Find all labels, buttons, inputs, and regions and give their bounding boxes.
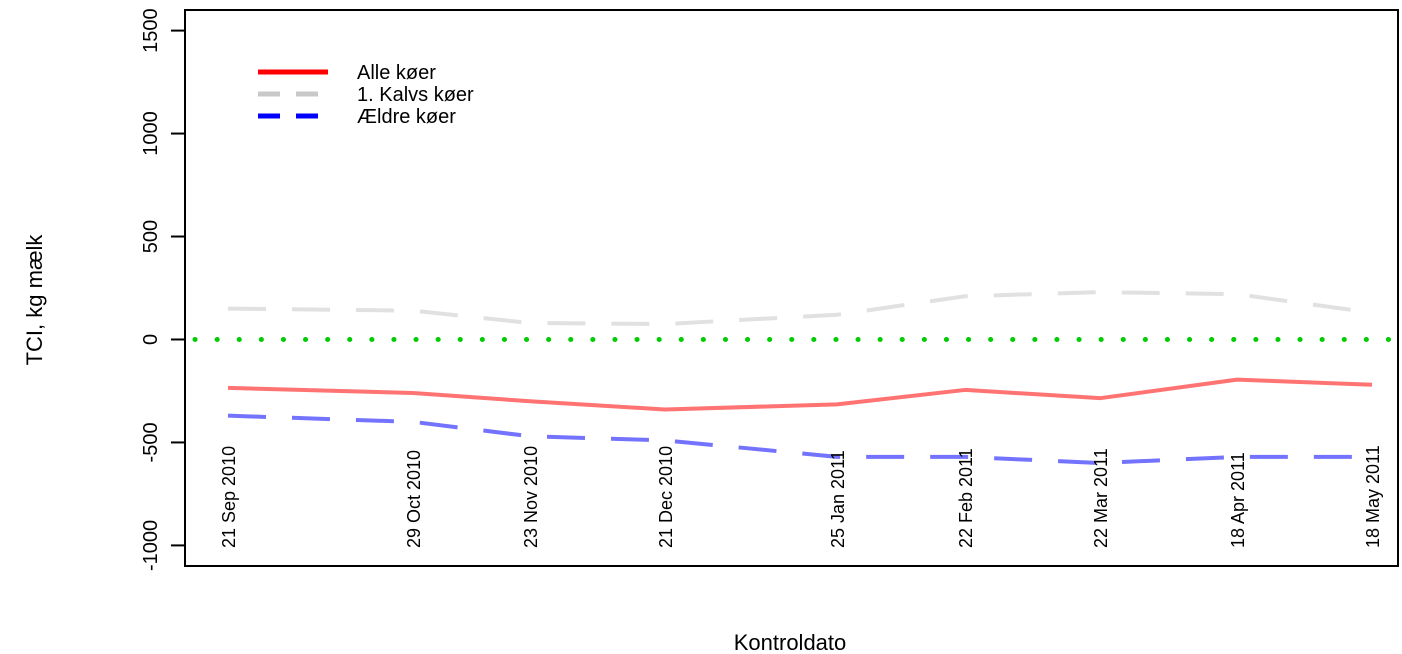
series-line-Ældre køer bbox=[227, 413, 1372, 466]
date-labels: 21 Sep 2010 29 Oct 2010 23 Nov 2010 21 Dec … bbox=[219, 445, 1383, 548]
y-tick-label: -500 bbox=[140, 422, 162, 462]
date-label: 21 Sep 2010 bbox=[219, 446, 239, 548]
date-label: 18 Apr 2011 bbox=[1228, 452, 1248, 548]
legend-label: 1. Kalvs køer bbox=[357, 84, 474, 106]
y-tick-label: 1000 bbox=[140, 111, 162, 156]
date-label: 29 Oct 2010 bbox=[404, 450, 424, 548]
y-tick-label: 1500 bbox=[140, 8, 162, 53]
date-label: 21 Dec 2010 bbox=[656, 446, 676, 548]
date-label: 25 Jan 2011 bbox=[828, 450, 848, 548]
plot-frame bbox=[184, 9, 1399, 567]
y-axis-title: TCI, kg mælk bbox=[22, 234, 47, 366]
date-label: 22 Mar 2011 bbox=[1091, 448, 1111, 548]
date-label: 23 Nov 2010 bbox=[521, 446, 541, 548]
plot-area: 21 Sep 2010 29 Oct 2010 23 Nov 2010 21 Dec … bbox=[184, 9, 1399, 567]
y-tick-label: 500 bbox=[140, 220, 162, 253]
y-ticks: -1000 -500 0 500 1000 1500 bbox=[140, 8, 185, 571]
date-label: 18 May 2011 bbox=[1363, 445, 1383, 548]
date-label: 22 Feb 2011 bbox=[956, 448, 976, 548]
y-tick-label: 0 bbox=[140, 334, 162, 345]
x-axis-title: Kontroldato bbox=[734, 630, 847, 654]
legend-label: Ældre køer bbox=[357, 106, 456, 128]
series-line-1. Kalvs køer bbox=[227, 290, 1373, 327]
series-line-Alle køer bbox=[227, 377, 1373, 412]
y-tick-label: -1000 bbox=[140, 520, 162, 571]
legend-label: Alle køer bbox=[357, 62, 436, 84]
series-lines bbox=[227, 290, 1373, 466]
